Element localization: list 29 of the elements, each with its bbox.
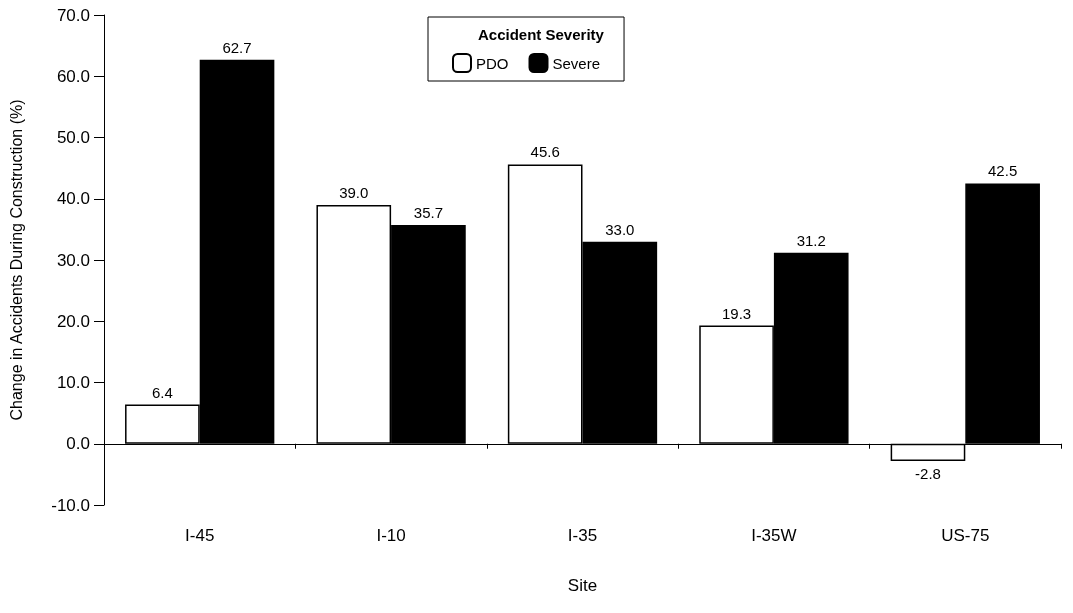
data-label: 33.0 (605, 220, 635, 238)
x-tick-label: I-45 (185, 526, 215, 545)
legend-label: PDO (476, 54, 509, 72)
y-tick-label: 70.0 (56, 5, 90, 25)
y-axis-title: Change in Accidents During Construction (%) (7, 99, 25, 421)
y-tick-label: 0.0 (66, 434, 90, 454)
y-tick-label: 60.0 (56, 66, 90, 86)
y-tick-label: 50.0 (56, 128, 90, 147)
data-label: -2.8 (915, 464, 941, 482)
y-tick-label: 10.0 (56, 373, 90, 392)
data-label: 6.4 (151, 383, 173, 401)
x-tick-label: I-35W (751, 526, 797, 545)
data-label: 31.2 (796, 231, 826, 249)
y-tick-label: 20.0 (56, 311, 90, 331)
data-label: 39.0 (339, 183, 369, 201)
data-label: 19.3 (721, 304, 752, 322)
y-tick-label: 40.0 (56, 189, 90, 209)
data-label: 62.7 (222, 38, 252, 56)
x-tick-label: I-10 (376, 526, 406, 545)
legend-label: Severe (552, 54, 601, 72)
y-tick-label: -10.0 (51, 495, 90, 515)
y-tick-label: 30.0 (56, 250, 90, 270)
legend-title: Accident Severity (478, 26, 605, 43)
x-tick-label: I-35 (567, 526, 598, 545)
data-label: 45.6 (530, 143, 560, 161)
data-label: 35.7 (413, 204, 444, 222)
data-label: 42.5 (988, 162, 1018, 180)
x-axis-title: Site (567, 576, 598, 595)
x-tick-label: US-75 (941, 526, 990, 545)
